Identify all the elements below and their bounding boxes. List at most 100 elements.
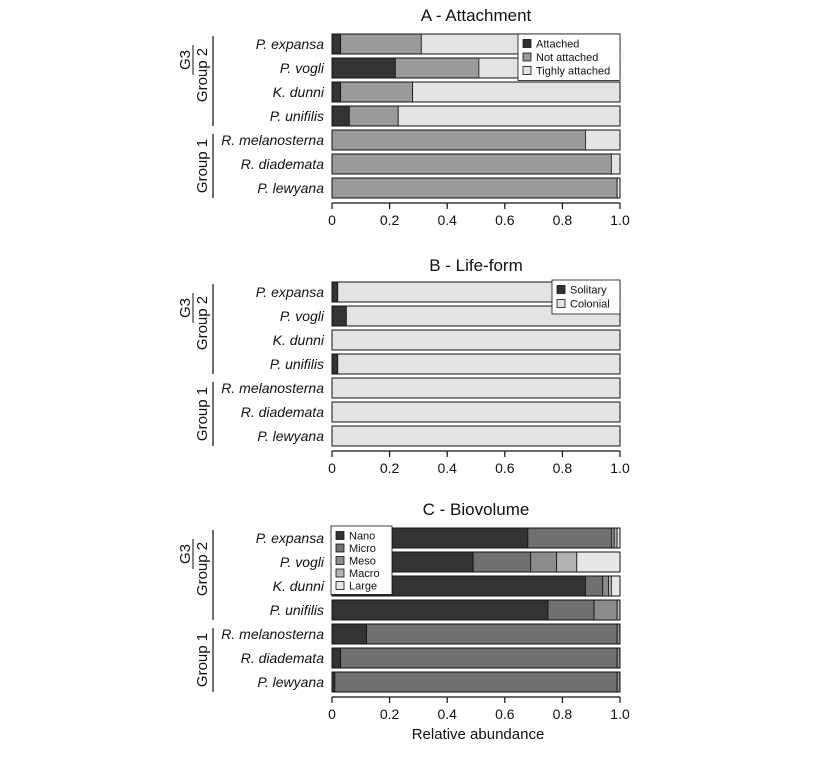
- legend-label: Micro: [349, 543, 376, 555]
- bar-segment-meso: [530, 551, 558, 573]
- bar-segment-not-attached: [348, 105, 399, 127]
- category-label: R. melanosterna: [221, 626, 324, 642]
- category-label: P. vogli: [280, 308, 325, 324]
- bar-outline: [331, 105, 621, 127]
- bar-segment-tighly-attached: [412, 81, 621, 103]
- category-label: R. diademata: [241, 156, 324, 172]
- bar-segment-attached: [331, 105, 350, 127]
- bar-segment-tighly-attached: [397, 105, 621, 127]
- bar-outline: [331, 377, 621, 399]
- bar-segment-large: [610, 575, 621, 597]
- legend-label: Colonial: [570, 299, 610, 311]
- category-label: R. melanosterna: [221, 132, 324, 148]
- legend-label: Solitary: [570, 285, 607, 297]
- bar-segment-nano: [331, 623, 367, 645]
- bar-segment-micro: [366, 623, 618, 645]
- x-tick-label: 1.0: [610, 212, 630, 228]
- x-tick-label: 0.2: [380, 706, 400, 722]
- bar-segment-tighly-attached: [585, 129, 621, 151]
- bar-segment-not-attached: [331, 177, 618, 199]
- x-tick-label: 0.8: [553, 706, 573, 722]
- x-tick-label: 0.6: [495, 212, 515, 228]
- bar-segment-meso: [610, 527, 615, 549]
- legend-swatch: [335, 556, 345, 565]
- bar-segment-solitary: [331, 281, 339, 303]
- bar-outline: [331, 129, 621, 151]
- bar-outline: [331, 177, 621, 199]
- chart-title: A - Attachment: [421, 6, 532, 25]
- bar-segment-not-attached: [331, 129, 586, 151]
- group-3-label: G3: [177, 298, 194, 318]
- bar-segment-not-attached: [340, 33, 422, 55]
- group-2-label: Group 2: [194, 542, 211, 596]
- bar-outline: [331, 671, 621, 693]
- category-label: P. unifilis: [270, 602, 324, 618]
- category-label: K. dunni: [273, 332, 325, 348]
- bar-segment-colonial: [337, 353, 621, 375]
- legend-label: Not attached: [536, 52, 598, 64]
- legend-label: Tighly attached: [536, 66, 610, 78]
- bar-outline: [331, 353, 621, 375]
- legend-swatch: [335, 568, 345, 578]
- bar-segment-attached: [331, 33, 342, 55]
- bar-segment-micro: [585, 575, 604, 597]
- bar-outline: [331, 647, 621, 669]
- x-tick-label: 0.8: [553, 460, 573, 476]
- legend-label: Attached: [536, 39, 579, 51]
- panel-0: A - Attachment P. expansa P. vogli K. dunni…: [177, 6, 630, 228]
- group-1-label: Group 1: [194, 139, 211, 193]
- bar-outline: [331, 401, 621, 423]
- bar-segment-macro: [613, 527, 618, 549]
- category-label: R. diademata: [241, 404, 324, 420]
- bar-segment-attached: [331, 81, 342, 103]
- bar-segment-attached: [331, 57, 396, 79]
- bar-segment-colonial: [331, 401, 621, 423]
- category-label: K. dunni: [273, 84, 325, 100]
- category-label: P. lewyana: [257, 674, 324, 690]
- bar-outline: [331, 599, 621, 621]
- bar-segment-not-attached: [394, 57, 480, 79]
- group-1-label: Group 1: [194, 633, 211, 687]
- bar-segment-micro: [527, 527, 612, 549]
- bar-segment-nano: [331, 599, 549, 621]
- bar-outline: [331, 153, 621, 175]
- bar-outline: [331, 329, 621, 351]
- legend-label: Large: [349, 581, 377, 593]
- legend-box: [517, 33, 621, 81]
- category-label: R. melanosterna: [221, 380, 324, 396]
- category-label: P. expansa: [256, 530, 324, 546]
- bar-outline: [331, 81, 621, 103]
- group-1-label: Group 1: [194, 387, 211, 441]
- category-label: P. unifilis: [270, 108, 324, 124]
- bar-segment-nano: [331, 647, 342, 669]
- category-label: P. expansa: [256, 36, 324, 52]
- category-label: P. lewyana: [257, 180, 324, 196]
- category-label: R. diademata: [241, 650, 324, 666]
- legend-swatch: [335, 543, 345, 553]
- bar-segment-macro: [608, 575, 612, 597]
- group-3-label: G3: [177, 50, 194, 70]
- bar-segment-meso: [593, 599, 618, 621]
- bar-segment-not-attached: [331, 153, 612, 175]
- bar-segment-micro: [334, 671, 618, 693]
- chart-title: B - Life-form: [429, 256, 523, 275]
- x-tick-label: 0.4: [437, 706, 457, 722]
- x-tick-label: 0: [328, 460, 336, 476]
- x-tick-label: 0.6: [495, 460, 515, 476]
- x-tick-label: 0.8: [553, 212, 573, 228]
- x-tick-label: 0.2: [380, 212, 400, 228]
- bar-segment-micro: [472, 551, 532, 573]
- panel-1: B - Life-form P. expansa P. vogli K. dunni P…: [177, 256, 630, 476]
- bar-segment-colonial: [331, 329, 621, 351]
- bar-segment-colonial: [331, 377, 621, 399]
- x-tick-label: 1.0: [610, 460, 630, 476]
- bar-segment-colonial: [331, 425, 621, 447]
- bar-segment-solitary: [331, 305, 347, 327]
- legend-swatch: [556, 299, 566, 308]
- legend-label: Meso: [349, 556, 376, 568]
- bar-outline: [331, 305, 621, 327]
- legend-swatch: [522, 52, 532, 62]
- category-label: P. vogli: [280, 554, 325, 570]
- group-2-label: Group 2: [194, 296, 211, 350]
- bar-segment-large: [576, 551, 621, 573]
